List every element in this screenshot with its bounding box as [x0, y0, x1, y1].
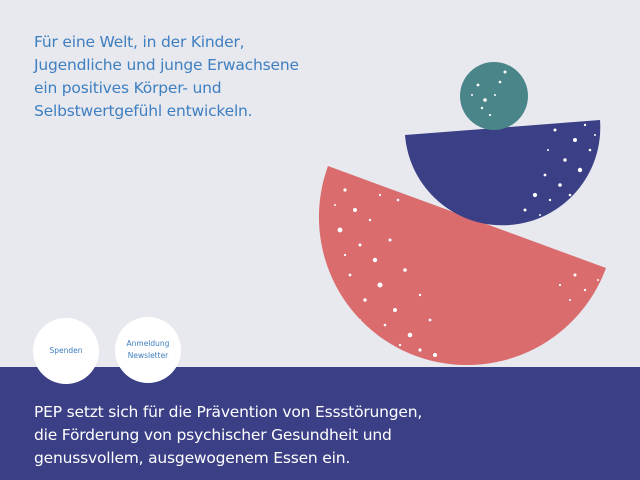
donate-label: Spenden — [49, 346, 83, 355]
newsletter-label-line1: Anmeldung — [126, 339, 170, 348]
mission-band — [0, 367, 640, 480]
hero-line: Jugendliche und junge Erwachsene — [34, 56, 299, 74]
mission-statement: PEP setzt sich für die Prävention von Es… — [34, 401, 422, 470]
donate-button[interactable]: Spenden — [33, 318, 99, 384]
mission-line: die Förderung von psychischer Gesundheit… — [34, 426, 392, 444]
hero-line: Selbstwertgefühl entwickeln. — [34, 102, 253, 120]
newsletter-signup-button[interactable]: Anmeldung Newsletter — [115, 317, 181, 383]
mission-line: genussvollem, ausgewogenem Essen ein. — [34, 449, 351, 467]
navy-half-disc — [405, 120, 601, 226]
hero-line: ein positives Körper- und — [34, 79, 222, 97]
mission-line: PEP setzt sich für die Prävention von Es… — [34, 403, 423, 421]
newsletter-label-line2: Newsletter — [127, 351, 169, 360]
hero-line: Für eine Welt, in der Kinder, — [34, 33, 245, 51]
teal-circle — [460, 62, 528, 130]
hero-tagline: Für eine Welt, in der Kinder, Jugendlich… — [34, 31, 299, 123]
coral-half-disc — [318, 166, 606, 366]
